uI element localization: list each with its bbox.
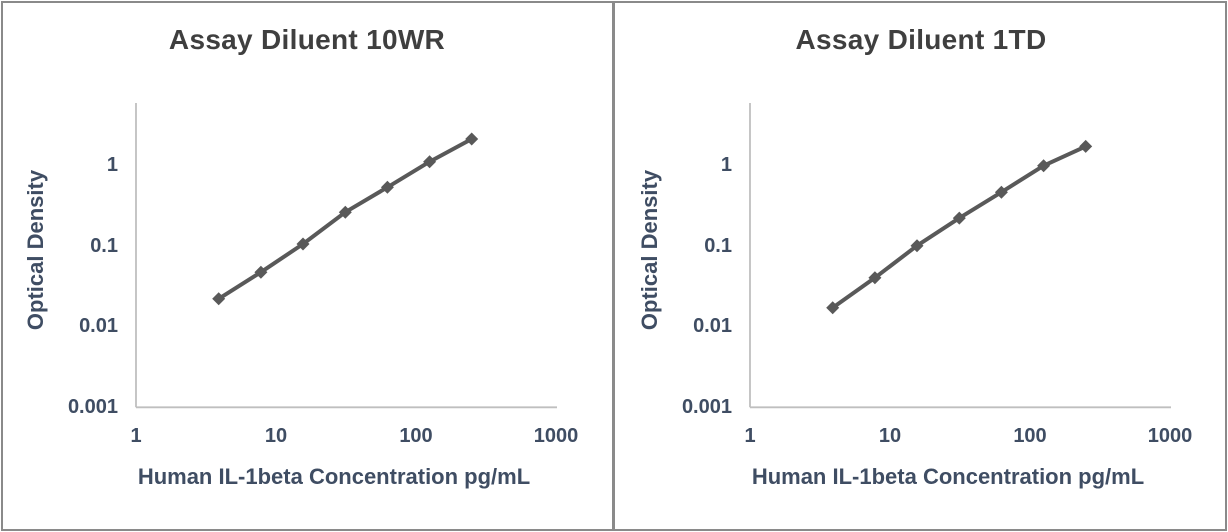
data-point-marker xyxy=(1079,139,1093,153)
data-point-marker xyxy=(296,237,310,251)
y-tick-label: 0.1 xyxy=(704,235,732,257)
x-tick-label: 100 xyxy=(1013,425,1047,447)
data-point-marker xyxy=(868,271,882,285)
x-axis-title: Human IL-1beta Concentration pg/mL xyxy=(137,464,531,489)
x-tick-label: 1 xyxy=(744,425,756,447)
y-tick-label: 0.1 xyxy=(90,235,118,257)
x-tick-label: 10 xyxy=(264,425,288,447)
y-tick-label: 0.01 xyxy=(693,315,732,337)
x-axis-title: Human IL-1beta Concentration pg/mL xyxy=(751,464,1145,489)
plot-area xyxy=(135,103,557,409)
data-point-marker xyxy=(1037,159,1051,173)
data-point-marker xyxy=(212,292,226,306)
data-point-marker xyxy=(380,180,394,194)
chart-panel-left: Assay Diluent 10WR Optical Density Human… xyxy=(23,24,579,489)
x-tick-label: 1 xyxy=(130,425,142,447)
x-tick-label: 10 xyxy=(878,425,902,447)
data-point-marker xyxy=(338,205,352,219)
data-point-marker xyxy=(254,265,268,279)
x-tick-label: 1000 xyxy=(533,425,579,447)
plot-area xyxy=(749,103,1171,409)
x-tick-label: 100 xyxy=(399,425,433,447)
y-tick-label: 1 xyxy=(720,154,732,176)
y-tick-label: 1 xyxy=(106,154,118,176)
y-tick-label: 0.001 xyxy=(681,396,732,418)
chart-title: Assay Diluent 10WR xyxy=(168,24,446,55)
series-line xyxy=(830,144,1088,310)
y-tick-label: 0.01 xyxy=(79,315,118,337)
data-point-marker xyxy=(826,301,840,315)
data-point-marker xyxy=(465,132,479,146)
panel-divider xyxy=(612,2,615,530)
data-point-marker xyxy=(423,155,437,169)
x-tick-label: 1000 xyxy=(1147,425,1193,447)
chart-panel-right: Assay Diluent 1TD Optical Density Human … xyxy=(614,0,1228,532)
y-tick-label: 0.001 xyxy=(67,396,118,418)
data-point-marker xyxy=(952,211,966,225)
chart-title: Assay Diluent 1TD xyxy=(795,24,1047,55)
data-point-marker xyxy=(994,185,1008,199)
data-point-marker xyxy=(910,239,924,253)
